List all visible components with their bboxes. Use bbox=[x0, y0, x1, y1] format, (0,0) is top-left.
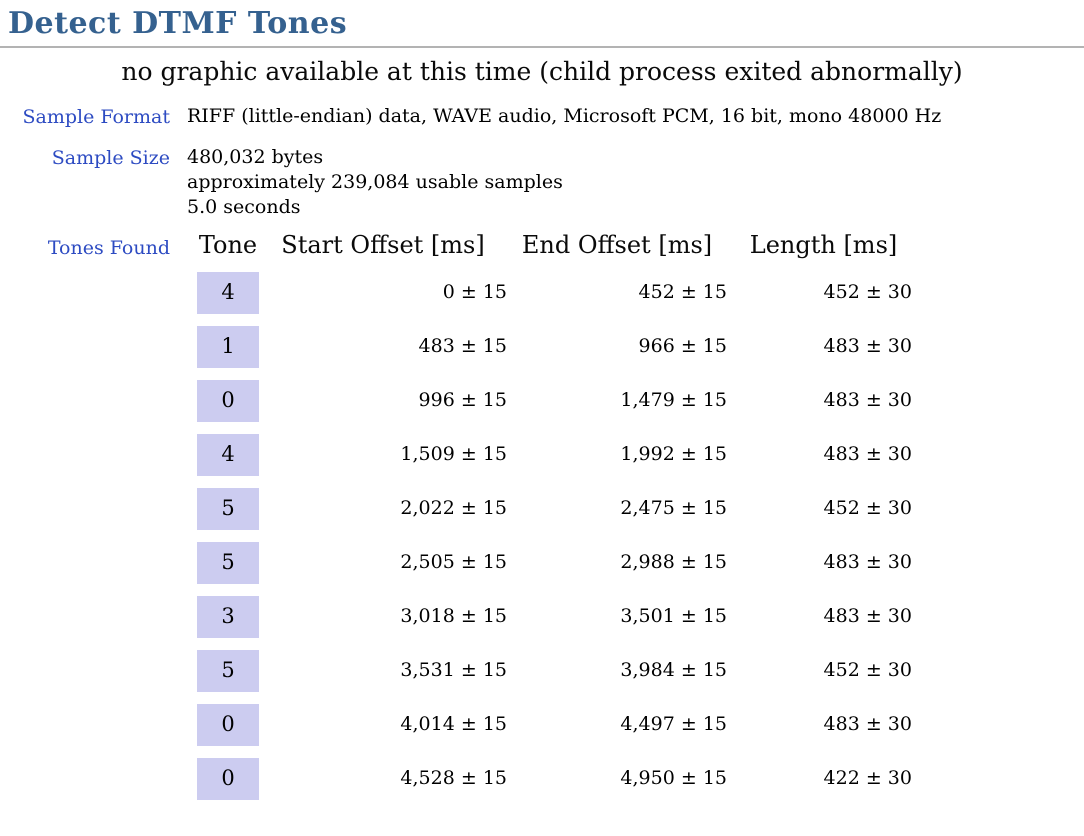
tone-digit-cell: 0 bbox=[197, 379, 259, 422]
tones-found-row: Tones Found Tone Start Offset [ms] End O… bbox=[0, 231, 1084, 812]
tones-table-body: 4 0 ± 15 452 ± 15 452 ± 30 1 483 ± 15 966 ± 15… bbox=[197, 271, 920, 800]
length-cell: 452 ± 30 bbox=[823, 496, 912, 519]
tones-table: Tone Start Offset [ms] End Offset [ms] L… bbox=[197, 219, 920, 812]
tone-table-row: 4 0 ± 15 452 ± 15 452 ± 30 bbox=[197, 271, 920, 314]
tone-table-row: 1 483 ± 15 966 ± 15 483 ± 30 bbox=[197, 325, 920, 368]
length-cell: 483 ± 30 bbox=[823, 712, 912, 735]
end-offset-cell: 1,479 ± 15 bbox=[620, 388, 727, 411]
tone-table-row: 5 2,022 ± 15 2,475 ± 15 452 ± 30 bbox=[197, 487, 920, 530]
length-cell: 452 ± 30 bbox=[823, 280, 912, 303]
sample-size-bytes: 480,032 bytes bbox=[187, 145, 324, 168]
start-offset-cell: 3,531 ± 15 bbox=[400, 658, 507, 681]
end-column-header: End Offset [ms] bbox=[521, 230, 713, 259]
start-offset-cell: 4,528 ± 15 bbox=[400, 766, 507, 789]
page-title: Detect DTMF Tones bbox=[8, 6, 348, 41]
tones-table-header-row: Tone Start Offset [ms] End Offset [ms] L… bbox=[197, 231, 920, 260]
length-cell: 452 ± 30 bbox=[823, 658, 912, 681]
sample-size-row: Sample Size 480,032 bytes approximately … bbox=[0, 145, 1084, 221]
tone-table-row: 5 3,531 ± 15 3,984 ± 15 452 ± 30 bbox=[197, 649, 920, 692]
end-offset-cell: 3,984 ± 15 bbox=[620, 658, 727, 681]
tone-digit-cell: 1 bbox=[197, 325, 259, 368]
start-offset-cell: 996 ± 15 bbox=[418, 388, 507, 411]
tone-table-row: 3 3,018 ± 15 3,501 ± 15 483 ± 30 bbox=[197, 595, 920, 638]
length-cell: 422 ± 30 bbox=[823, 766, 912, 789]
start-offset-cell: 4,014 ± 15 bbox=[400, 712, 507, 735]
length-cell: 483 ± 30 bbox=[823, 604, 912, 627]
tones-found-value: Tone Start Offset [ms] End Offset [ms] L… bbox=[187, 231, 920, 812]
start-offset-cell: 0 ± 15 bbox=[442, 280, 507, 303]
length-cell: 483 ± 30 bbox=[823, 388, 912, 411]
end-offset-cell: 2,988 ± 15 bbox=[620, 550, 727, 573]
length-column-header: Length [ms] bbox=[749, 230, 898, 259]
end-offset-cell: 966 ± 15 bbox=[638, 334, 727, 357]
end-offset-cell: 452 ± 15 bbox=[638, 280, 727, 303]
sample-size-usable: approximately 239,084 usable samples bbox=[187, 171, 563, 194]
tone-digit-cell: 4 bbox=[197, 433, 259, 476]
tone-digit-cell: 5 bbox=[197, 649, 259, 692]
end-offset-cell: 4,497 ± 15 bbox=[620, 712, 727, 735]
tone-digit-cell: 5 bbox=[197, 487, 259, 530]
tone-table-row: 0 4,528 ± 15 4,950 ± 15 422 ± 30 bbox=[197, 757, 920, 800]
start-column-header: Start Offset [ms] bbox=[281, 230, 485, 259]
tone-digit-cell: 4 bbox=[197, 271, 259, 314]
start-offset-cell: 2,505 ± 15 bbox=[400, 550, 507, 573]
length-cell: 483 ± 30 bbox=[823, 334, 912, 357]
sample-size-value: 480,032 bytes approximately 239,084 usab… bbox=[187, 145, 563, 221]
tone-column-header: Tone bbox=[198, 230, 258, 259]
tone-table-row: 0 4,014 ± 15 4,497 ± 15 483 ± 30 bbox=[197, 703, 920, 746]
title-divider bbox=[0, 46, 1084, 48]
start-offset-cell: 1,509 ± 15 bbox=[400, 442, 507, 465]
no-graphic-notice: no graphic available at this time (child… bbox=[121, 57, 963, 86]
sample-format-row: Sample Format RIFF (little-endian) data,… bbox=[0, 104, 1084, 130]
tone-digit-cell: 3 bbox=[197, 595, 259, 638]
tone-digit-cell: 0 bbox=[197, 757, 259, 800]
tone-digit-cell: 5 bbox=[197, 541, 259, 584]
end-offset-cell: 3,501 ± 15 bbox=[620, 604, 727, 627]
tone-table-row: 5 2,505 ± 15 2,988 ± 15 483 ± 30 bbox=[197, 541, 920, 584]
tone-table-row: 0 996 ± 15 1,479 ± 15 483 ± 30 bbox=[197, 379, 920, 422]
length-cell: 483 ± 30 bbox=[823, 442, 912, 465]
tones-found-label: Tones Found bbox=[47, 236, 170, 259]
sample-size-seconds: 5.0 seconds bbox=[187, 196, 301, 219]
start-offset-cell: 483 ± 15 bbox=[418, 334, 507, 357]
end-offset-cell: 2,475 ± 15 bbox=[620, 496, 727, 519]
start-offset-cell: 3,018 ± 15 bbox=[400, 604, 507, 627]
end-offset-cell: 4,950 ± 15 bbox=[620, 766, 727, 789]
tone-digit-cell: 0 bbox=[197, 703, 259, 746]
sample-format-value: RIFF (little-endian) data, WAVE audio, M… bbox=[187, 105, 942, 128]
end-offset-cell: 1,992 ± 15 bbox=[620, 442, 727, 465]
length-cell: 483 ± 30 bbox=[823, 550, 912, 573]
tone-table-row: 4 1,509 ± 15 1,992 ± 15 483 ± 30 bbox=[197, 433, 920, 476]
sample-format-label: Sample Format bbox=[22, 106, 170, 129]
start-offset-cell: 2,022 ± 15 bbox=[400, 496, 507, 519]
sample-size-label: Sample Size bbox=[51, 146, 170, 169]
detect-dtmf-page: Detect DTMF Tones no graphic available a… bbox=[0, 6, 1084, 836]
